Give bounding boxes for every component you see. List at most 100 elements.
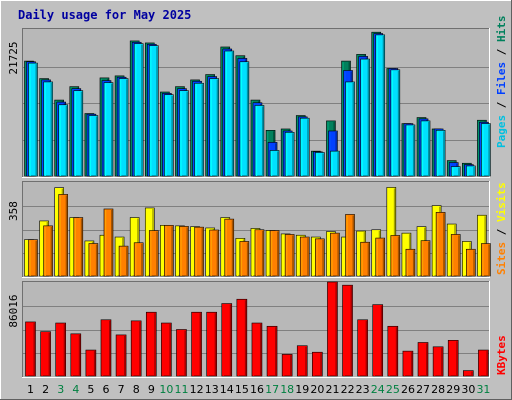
day-label-21: 21	[325, 383, 339, 396]
bar-sites-day-24	[375, 237, 386, 277]
bar-kbytes-day-19	[296, 345, 308, 377]
legend-hits: Hits	[495, 16, 508, 43]
bar-pages-day-7	[118, 78, 129, 177]
legend-separator: /	[495, 42, 508, 62]
bar-sites-day-23	[360, 241, 370, 277]
day-label-25: 25	[386, 383, 400, 396]
bar-kbytes-day-22	[342, 284, 353, 377]
bar-kbytes-day-3	[55, 322, 66, 377]
bar-pages-day-6	[103, 82, 114, 177]
day-label-11: 11	[175, 383, 189, 396]
bar-sites-day-22	[345, 214, 355, 277]
chart-panel-3: 86016 KBytes	[7, 281, 508, 378]
bar-pages-day-2	[43, 81, 53, 177]
bar-sites-day-12	[194, 226, 204, 277]
bar-kbytes-day-24	[372, 304, 384, 377]
bar-sites-day-18	[284, 234, 295, 277]
bar-kbytes-day-13	[206, 311, 217, 377]
bar-kbytes-day-25	[387, 325, 399, 377]
bar-kbytes-day-11	[176, 329, 187, 377]
day-label-22: 22	[341, 383, 355, 396]
day-label-19: 19	[295, 383, 309, 396]
day-label-12: 12	[190, 383, 204, 396]
bar-sites-day-25	[390, 235, 401, 277]
bar-pages-day-27	[420, 120, 431, 177]
legend-separator: /	[495, 95, 508, 115]
bar-kbytes-day-8	[130, 320, 142, 377]
bar-sites-day-14	[224, 218, 235, 277]
bar-kbytes-day-10	[161, 322, 172, 377]
bar-kbytes-day-23	[357, 319, 368, 377]
bar-pages-day-21	[330, 150, 340, 177]
bar-kbytes-day-26	[402, 350, 414, 377]
bar-sites-day-4	[73, 217, 84, 277]
day-label-6: 6	[103, 383, 110, 396]
bar-sites-day-20	[315, 238, 325, 277]
bar-sites-day-5	[88, 243, 99, 277]
bar-sites-day-10	[164, 225, 174, 277]
day-label-10: 10	[159, 383, 173, 396]
bar-pages-day-17	[269, 150, 280, 177]
bar-sites-day-28	[435, 212, 446, 277]
day-label-29: 29	[446, 383, 460, 396]
bar-pages-day-25	[390, 69, 401, 177]
bar-sites-day-27	[420, 240, 431, 277]
bar-kbytes-day-28	[432, 346, 444, 377]
bar-pages-day-5	[88, 115, 99, 177]
legend-visits: Visits	[495, 182, 508, 222]
day-label-4: 4	[72, 383, 79, 396]
bar-kbytes-day-16	[251, 322, 263, 377]
bar-pages-day-15	[239, 61, 250, 177]
legend: KBytes	[495, 335, 508, 375]
bar-pages-day-12	[194, 82, 204, 177]
bar-kbytes-day-14	[221, 303, 233, 377]
legend-kbytes: KBytes	[495, 335, 508, 375]
bar-kbytes-day-30	[463, 370, 474, 377]
bar-pages-day-19	[299, 117, 310, 177]
day-label-26: 26	[401, 383, 415, 396]
legend-pages: Pages	[495, 115, 508, 148]
bar-sites-day-9	[148, 230, 159, 277]
bar-pages-day-23	[360, 58, 370, 177]
bar-sites-day-30	[466, 248, 476, 277]
day-label-18: 18	[280, 383, 294, 396]
bar-pages-day-8	[133, 43, 144, 177]
bar-pages-day-4	[73, 90, 84, 177]
bar-pages-day-14	[224, 50, 235, 177]
bar-kbytes-day-6	[100, 319, 112, 377]
bar-sites-day-15	[239, 241, 250, 277]
bar-sites-day-19	[299, 236, 310, 277]
bar-pages-day-20	[315, 152, 325, 177]
bar-pages-day-29	[450, 166, 461, 177]
bar-pages-day-31	[481, 123, 491, 177]
bar-kbytes-day-20	[312, 351, 323, 377]
bar-kbytes-day-4	[70, 333, 82, 377]
day-label-5: 5	[87, 383, 94, 396]
bar-sites-day-11	[179, 226, 189, 277]
chart-title: Daily usage for May 2025	[18, 8, 191, 22]
bar-kbytes-day-5	[85, 349, 97, 377]
bar-kbytes-day-7	[115, 334, 127, 377]
legend: Sites / Visits	[495, 182, 508, 275]
bar-pages-day-13	[209, 78, 219, 177]
bar-kbytes-day-27	[417, 342, 429, 377]
day-label-13: 13	[205, 383, 219, 396]
day-label-15: 15	[235, 383, 249, 396]
bar-sites-day-2	[43, 225, 53, 277]
bar-sites-day-1	[28, 239, 38, 277]
bar-sites-day-13	[209, 229, 219, 277]
day-label-2: 2	[42, 383, 49, 396]
y-axis-max-label: 358	[7, 201, 20, 221]
bar-sites-day-17	[269, 230, 280, 277]
bar-pages-day-28	[435, 130, 446, 177]
day-label-17: 17	[265, 383, 279, 396]
day-label-30: 30	[461, 383, 475, 396]
day-label-16: 16	[250, 383, 264, 396]
legend: Pages / Files / Hits	[495, 16, 508, 149]
bar-pages-day-18	[284, 132, 295, 177]
day-label-9: 9	[148, 383, 155, 396]
bar-pages-day-24	[375, 34, 386, 177]
legend-files: Files	[495, 62, 508, 95]
day-label-23: 23	[356, 383, 370, 396]
bar-kbytes-day-9	[145, 311, 157, 377]
